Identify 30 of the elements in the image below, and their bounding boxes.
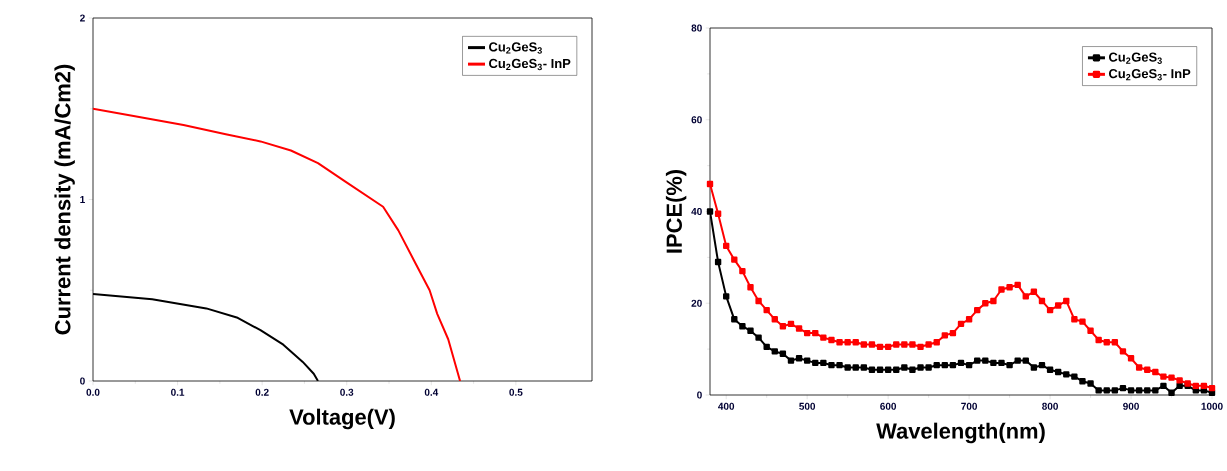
y-tick-label: 20 — [691, 299, 702, 307]
x-tick-label: 400 — [718, 402, 735, 410]
y-tick-label: 80 — [691, 24, 702, 32]
line-series — [93, 107, 462, 381]
y-tick-label: 40 — [691, 207, 702, 216]
y-axis-title: IPCE(%) — [665, 169, 687, 253]
x-tick-label: 0.2 — [255, 388, 269, 396]
y-tick-label: 0 — [80, 377, 85, 385]
x-tick-label: 0.5 — [509, 388, 523, 396]
legend-label: Cu$_{2}$GeS$_{3}$- InP — [1108, 69, 1191, 81]
x-tick-label: 600 — [880, 402, 897, 410]
x-tick-label: 900 — [1123, 402, 1139, 410]
x-tick-label: 800 — [1042, 402, 1058, 410]
x-tick-label: 1000 — [1201, 402, 1223, 410]
y-tick-label: 2 — [80, 14, 85, 22]
x-tick-label: 0.0 — [86, 388, 100, 396]
legend-label: Cu$_{2}$GeS$_{3}$- InP — [489, 58, 571, 71]
y-tick-label: 0 — [697, 391, 702, 399]
x-tick-label: 0.4 — [424, 388, 439, 396]
x-axis-title: Wavelength(nm) — [876, 422, 1045, 444]
x-tick-label: 0.1 — [171, 388, 185, 396]
x-axis-title: Voltage(V) — [289, 408, 395, 430]
y-tick-label: 60 — [691, 116, 702, 124]
legend-label: Cu$_{2}$GeS$_{3}$ — [489, 42, 542, 54]
x-tick-label: 700 — [961, 402, 978, 410]
y-tick-label: 1 — [80, 196, 85, 203]
legend-label: Cu$_{2}$GeS$_{3}$ — [1108, 52, 1162, 64]
x-tick-label: 500 — [799, 402, 816, 410]
y-axis-title: Current density (mA/Cm2) — [54, 64, 75, 335]
x-tick-label: 0.3 — [340, 388, 354, 396]
